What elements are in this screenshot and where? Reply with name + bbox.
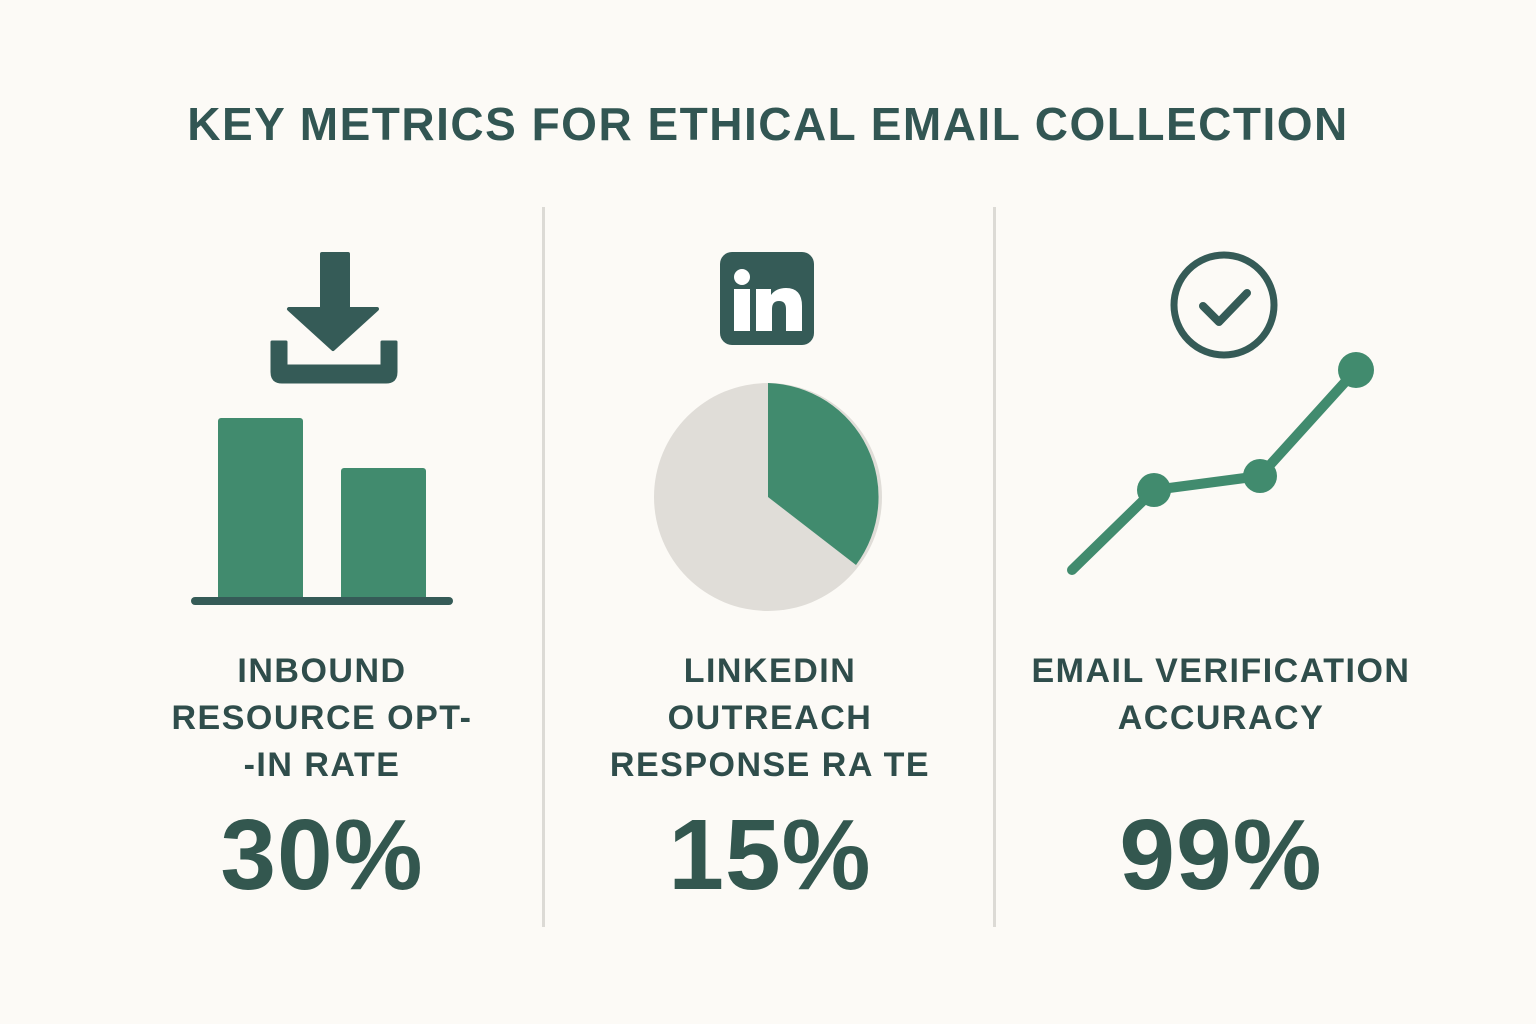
metric-value: 15% — [668, 799, 872, 911]
metric-label: INBOUND RESOURCE OPT- -IN RATE — [171, 652, 473, 784]
metric-card-linkedin: LINKEDIN OUTREACH RESPONSE RA TE 15% — [545, 230, 995, 930]
linkedin-icon — [720, 252, 814, 345]
metric-value: 99% — [1119, 799, 1323, 911]
metric-card-inbound: INBOUND RESOURCE OPT- -IN RATE 30% — [97, 230, 547, 930]
pie-chart-graphic — [654, 383, 882, 611]
column-divider — [993, 207, 996, 927]
download-icon — [270, 252, 398, 384]
check-circle-icon — [1170, 251, 1278, 359]
metric-card-verification: EMAIL VERIFICATION ACCURACY 99% — [996, 230, 1446, 930]
metric-value: 30% — [220, 799, 424, 911]
page-title: KEY METRICS FOR ETHICAL EMAIL COLLECTION — [187, 98, 1349, 150]
metric-label: LINKEDIN OUTREACH RESPONSE RA TE — [609, 652, 931, 784]
column-divider — [542, 207, 545, 927]
bar-chart-graphic — [191, 418, 453, 605]
line-chart-graphic — [1067, 352, 1374, 575]
metric-label: EMAIL VERIFICATION ACCURACY — [1031, 652, 1411, 737]
